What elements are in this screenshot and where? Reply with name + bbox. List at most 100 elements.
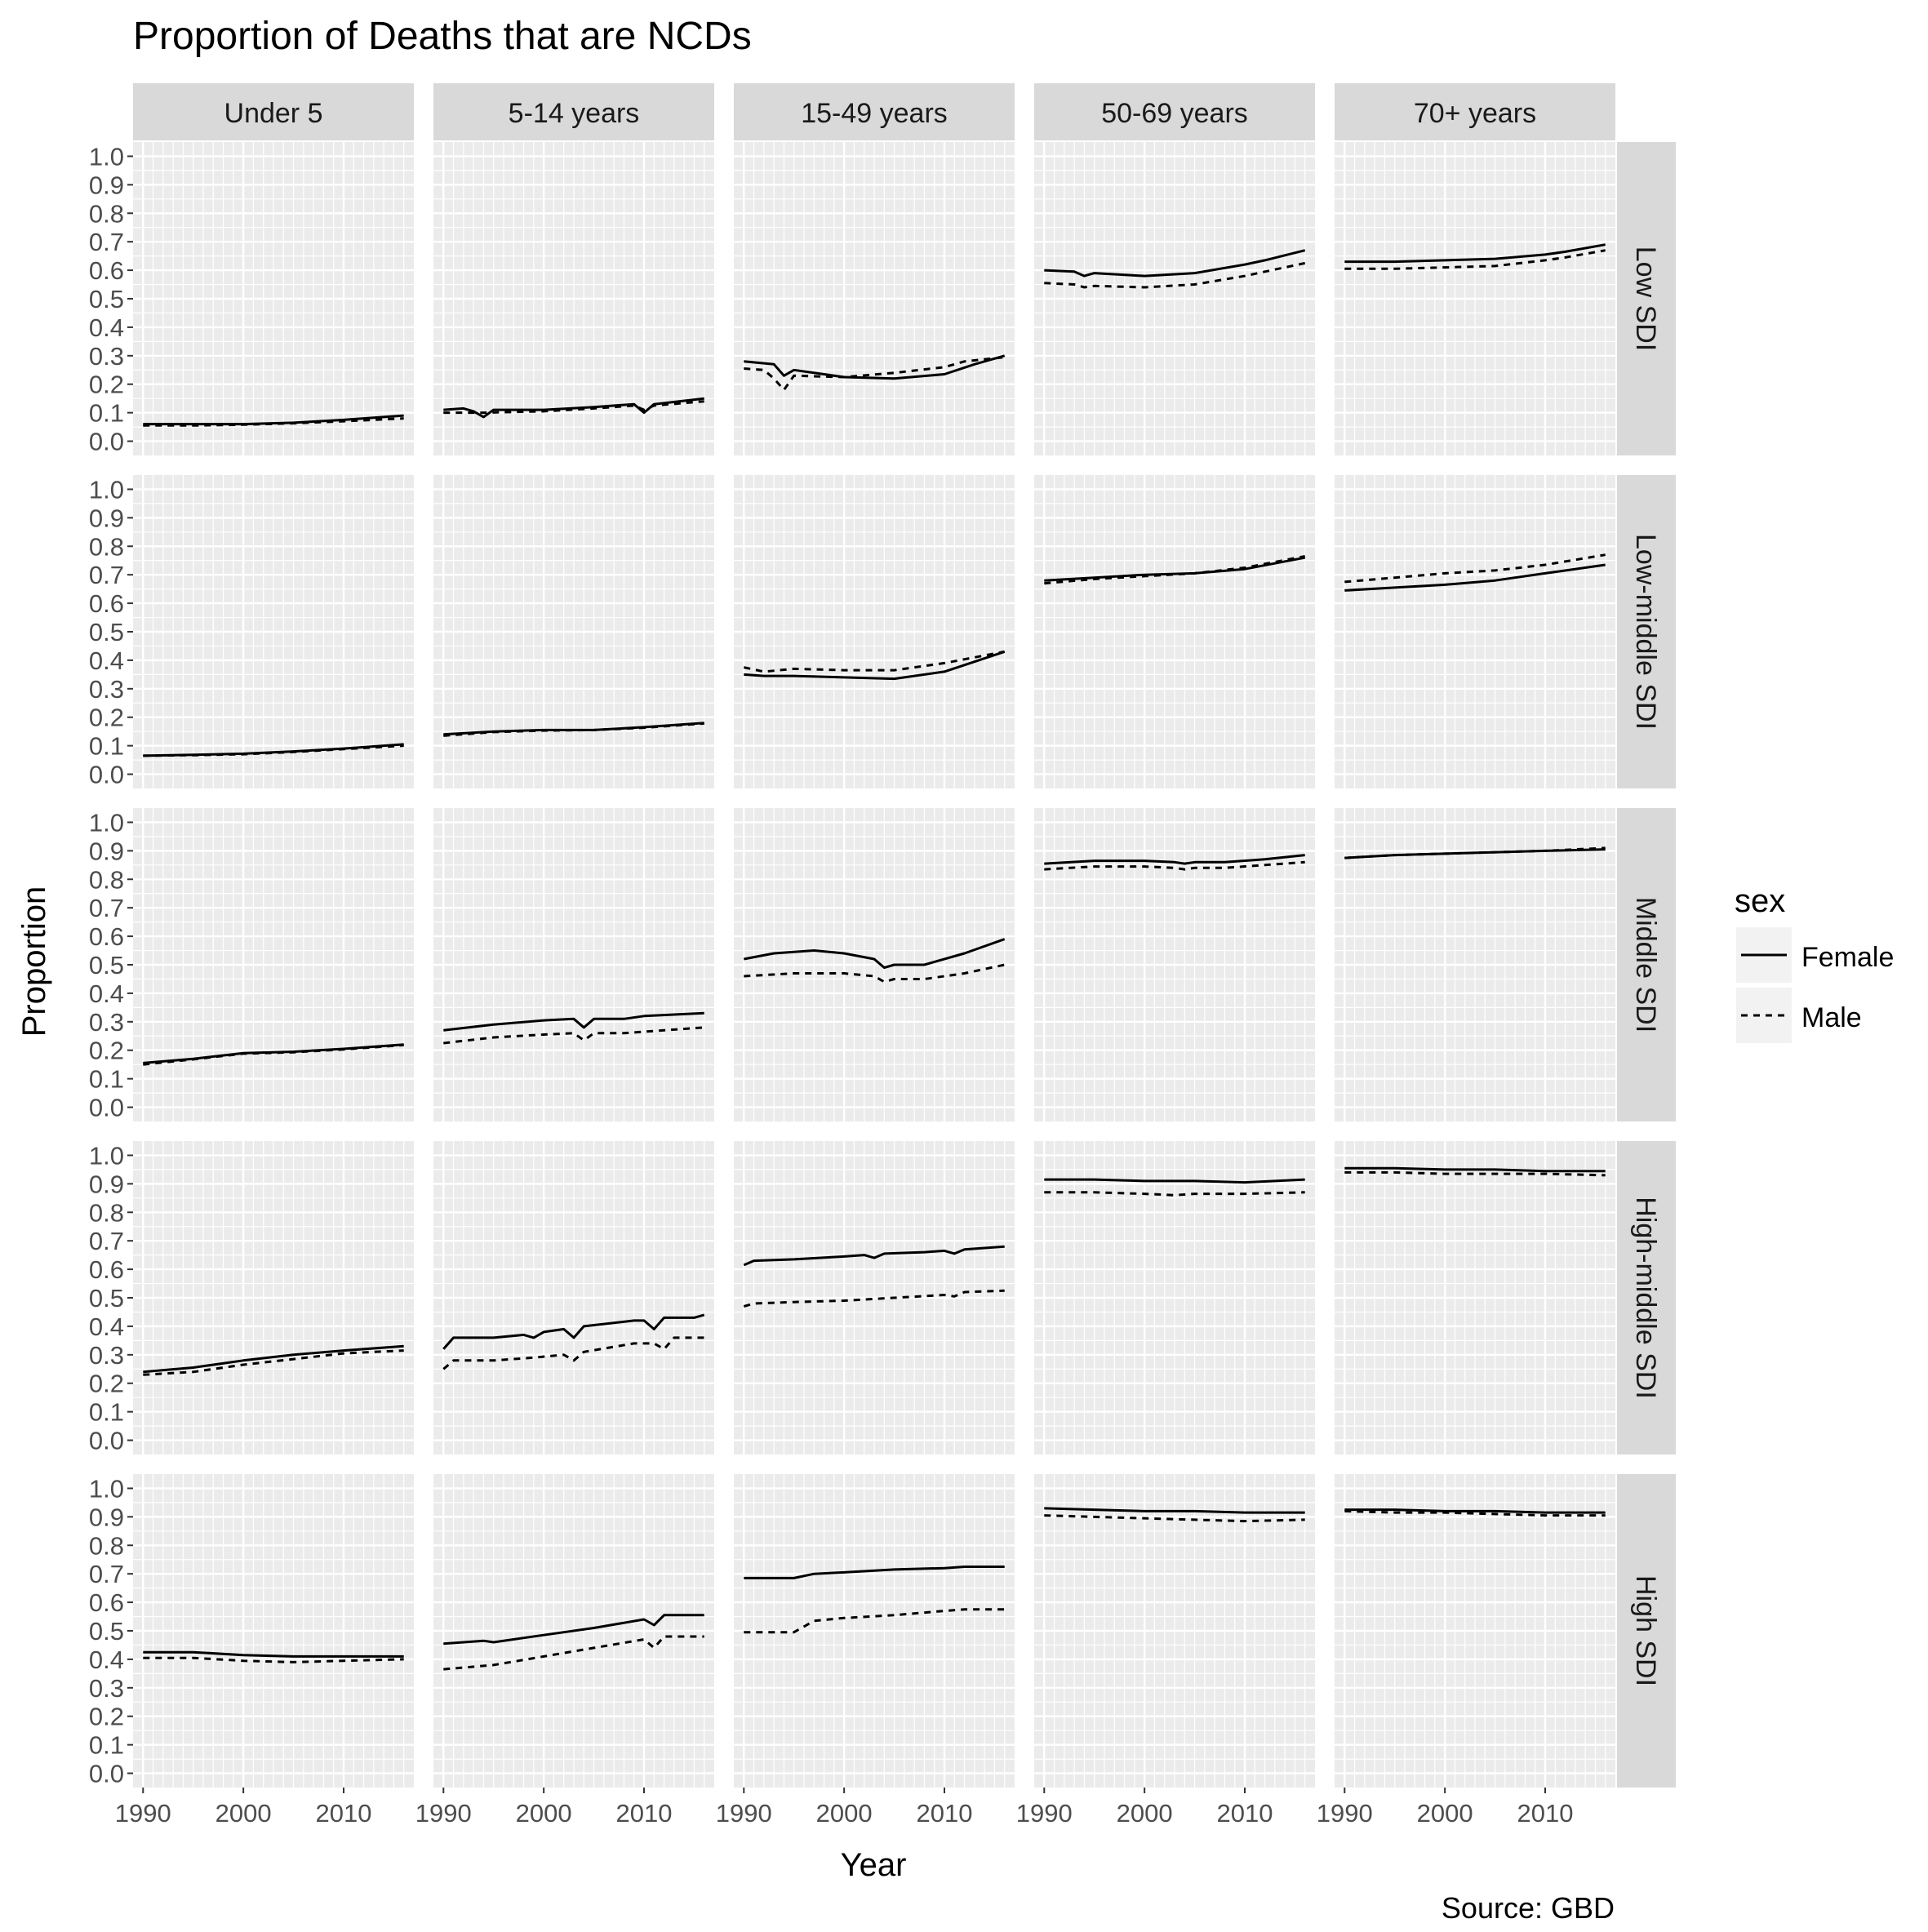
series-female-line-high-middle-sdi-5-14-years bbox=[442, 1313, 705, 1350]
y-tick-label-high-sdi: 0.3 bbox=[89, 1674, 124, 1703]
y-tick-label-middle-sdi: 0.5 bbox=[89, 951, 124, 979]
row-strip-low-middle-sdi bbox=[1617, 475, 1676, 788]
row-strip-high-middle-sdi bbox=[1617, 1141, 1676, 1455]
series-female-line-high-sdi-70-years bbox=[1344, 1508, 1606, 1514]
y-tick-label-middle-sdi: 1.0 bbox=[89, 808, 124, 837]
y-tick-label-high-sdi: 0.6 bbox=[89, 1588, 124, 1617]
y-tick-label-high-sdi: 0.2 bbox=[89, 1703, 124, 1731]
y-tick-label-middle-sdi: 0.3 bbox=[89, 1008, 124, 1037]
col-strip-label-5-14-years: 5-14 years bbox=[509, 98, 640, 129]
y-tick-label-high-middle-sdi: 0.2 bbox=[89, 1370, 124, 1398]
col-strip-15-49-years bbox=[734, 83, 1015, 140]
series-male-line-high-middle-sdi-50-69-years bbox=[1044, 1191, 1305, 1197]
y-tick-label-low-sdi: 0.2 bbox=[89, 371, 124, 399]
y-tick-label-low-middle-sdi: 0.5 bbox=[89, 618, 124, 646]
series-female-line-high-middle-sdi-50-69-years bbox=[1044, 1178, 1305, 1184]
y-tick-label-low-middle-sdi: 0.9 bbox=[89, 504, 124, 532]
series-male-line-high-sdi-70-years bbox=[1344, 1509, 1606, 1517]
x-tick-label-50-69-years: 2010 bbox=[1217, 1799, 1273, 1828]
y-tick-label-high-sdi: 0.0 bbox=[89, 1760, 124, 1788]
x-tick-label-15-49-years: 1990 bbox=[716, 1799, 772, 1828]
series-male-line-high-sdi-under-5 bbox=[143, 1656, 404, 1663]
series-female-line-low-sdi-15-49-years bbox=[744, 354, 1006, 380]
row-strip-label-high-sdi: High SDI bbox=[1630, 1575, 1661, 1686]
y-tick-label-high-sdi: 0.4 bbox=[89, 1646, 124, 1674]
series-female-line-middle-sdi-70-years bbox=[1344, 848, 1606, 859]
series-male-line-low-sdi-50-69-years bbox=[1044, 261, 1306, 289]
series-female-line-low-middle-sdi-70-years bbox=[1344, 563, 1606, 592]
y-tick-label-high-sdi: 0.9 bbox=[89, 1503, 124, 1531]
legend-title: sex bbox=[1735, 883, 1785, 919]
col-strip-label-70-years: 70+ years bbox=[1414, 98, 1536, 129]
y-tick-label-middle-sdi: 0.1 bbox=[89, 1065, 124, 1094]
col-strip-label-50-69-years: 50-69 years bbox=[1101, 98, 1248, 129]
row-strip-high-sdi bbox=[1617, 1474, 1676, 1788]
series-female-line-low-sdi-under-5 bbox=[143, 414, 404, 426]
series-male-line-low-sdi-70-years bbox=[1344, 249, 1606, 270]
series-male-line-middle-sdi-15-49-years bbox=[744, 963, 1006, 984]
y-tick-label-low-middle-sdi: 0.8 bbox=[89, 532, 124, 561]
panels-layer: Under 5 5-14 years 15-49 years 50-69 years 7… bbox=[89, 83, 1676, 1828]
y-tick-label-middle-sdi: 0.7 bbox=[89, 894, 124, 922]
y-tick-label-low-middle-sdi: 0.4 bbox=[89, 646, 124, 675]
legend-label-female: Female bbox=[1801, 942, 1894, 973]
x-tick-label-under-5: 2010 bbox=[316, 1799, 372, 1828]
x-tick-label-70-years: 1990 bbox=[1317, 1799, 1373, 1828]
series-male-line-high-middle-sdi-15-49-years bbox=[743, 1289, 1005, 1308]
x-tick-label-15-49-years: 2000 bbox=[816, 1799, 873, 1828]
series-female-line-low-middle-sdi-15-49-years bbox=[744, 650, 1006, 681]
y-tick-label-low-sdi: 0.7 bbox=[89, 228, 124, 256]
series-male-line-middle-sdi-50-69-years bbox=[1044, 860, 1305, 871]
y-tick-label-middle-sdi: 0.9 bbox=[89, 837, 124, 865]
x-tick-label-50-69-years: 2000 bbox=[1117, 1799, 1173, 1828]
col-strip-label-15-49-years: 15-49 years bbox=[801, 98, 948, 129]
y-tick-label-low-middle-sdi: 0.6 bbox=[89, 589, 124, 618]
series-female-line-high-sdi-5-14-years bbox=[443, 1614, 704, 1646]
series-male-line-high-sdi-15-49-years bbox=[744, 1608, 1005, 1634]
series-female-line-middle-sdi-15-49-years bbox=[744, 938, 1006, 969]
caption: Source: GBD bbox=[1442, 1891, 1615, 1925]
y-tick-label-middle-sdi: 0.6 bbox=[89, 922, 124, 951]
legend: sex Female Male bbox=[1735, 883, 1894, 1043]
y-tick-label-low-sdi: 0.1 bbox=[89, 399, 124, 428]
x-tick-label-under-5: 2000 bbox=[215, 1799, 272, 1828]
y-tick-label-high-middle-sdi: 0.3 bbox=[89, 1341, 124, 1370]
series-male-line-low-middle-sdi-70-years bbox=[1344, 553, 1606, 584]
y-tick-label-high-sdi: 0.5 bbox=[89, 1617, 124, 1646]
series-male-line-high-middle-sdi-5-14-years bbox=[442, 1336, 704, 1370]
y-tick-label-high-sdi: 1.0 bbox=[89, 1474, 124, 1503]
y-tick-label-high-middle-sdi: 1.0 bbox=[89, 1141, 124, 1170]
y-tick-label-low-sdi: 0.4 bbox=[89, 313, 124, 342]
series-female-line-low-middle-sdi-50-69-years bbox=[1044, 556, 1305, 582]
y-tick-label-high-middle-sdi: 0.1 bbox=[89, 1398, 124, 1427]
y-tick-label-low-sdi: 0.0 bbox=[89, 428, 124, 456]
series-male-line-high-sdi-50-69-years bbox=[1044, 1514, 1305, 1523]
series-male-line-low-middle-sdi-15-49-years bbox=[743, 650, 1005, 673]
y-tick-label-high-sdi: 0.1 bbox=[89, 1731, 124, 1760]
y-tick-label-low-sdi: 0.5 bbox=[89, 285, 124, 313]
series-female-line-high-sdi-50-69-years bbox=[1044, 1507, 1305, 1514]
x-axis-title: Year bbox=[841, 1847, 907, 1883]
series-female-line-high-middle-sdi-under-5 bbox=[143, 1344, 404, 1374]
x-tick-label-5-14-years: 2000 bbox=[516, 1799, 572, 1828]
y-tick-label-low-sdi: 0.9 bbox=[89, 171, 124, 199]
series-male-line-high-middle-sdi-under-5 bbox=[143, 1349, 404, 1376]
x-tick-label-50-69-years: 1990 bbox=[1016, 1799, 1073, 1828]
x-tick-label-under-5: 1990 bbox=[115, 1799, 171, 1828]
y-tick-label-high-middle-sdi: 0.8 bbox=[89, 1198, 124, 1227]
series-female-line-low-sdi-70-years bbox=[1344, 243, 1606, 264]
y-tick-label-low-middle-sdi: 0.0 bbox=[89, 761, 124, 789]
series-female-line-low-sdi-5-14-years bbox=[443, 397, 704, 419]
row-strip-label-high-middle-sdi: High-middle SDI bbox=[1630, 1197, 1661, 1399]
row-strip-middle-sdi bbox=[1617, 808, 1676, 1121]
col-strip-70-years bbox=[1335, 83, 1615, 140]
y-tick-label-high-sdi: 0.8 bbox=[89, 1531, 124, 1560]
legend-label-male: Male bbox=[1801, 1002, 1862, 1033]
col-strip-5-14-years bbox=[433, 83, 714, 140]
y-tick-label-low-middle-sdi: 0.2 bbox=[89, 704, 124, 732]
col-strip-under-5 bbox=[133, 83, 414, 140]
y-tick-label-low-middle-sdi: 0.7 bbox=[89, 561, 124, 589]
col-strip-50-69-years bbox=[1034, 83, 1315, 140]
series-male-line-high-middle-sdi-70-years bbox=[1344, 1170, 1606, 1177]
row-strip-low-sdi bbox=[1617, 142, 1676, 455]
